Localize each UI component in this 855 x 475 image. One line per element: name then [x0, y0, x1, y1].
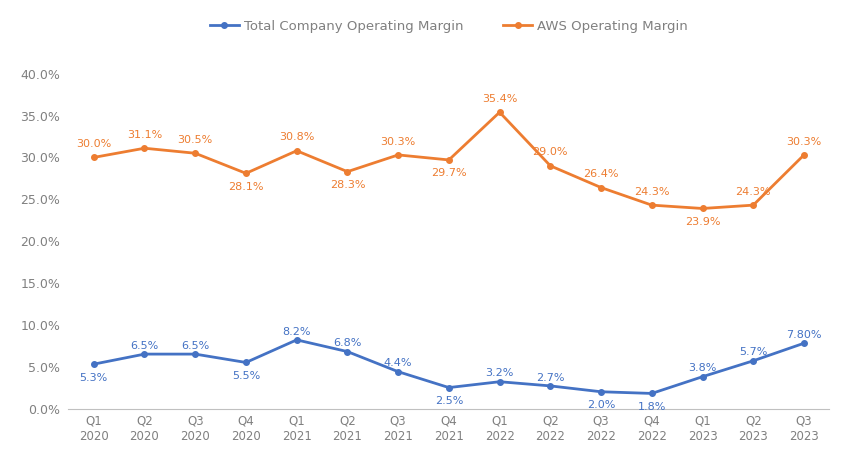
Total Company Operating Margin: [545, 383, 556, 389]
AWS Operating Margin: [748, 202, 758, 208]
Text: 8.2%: 8.2%: [282, 326, 311, 336]
Total Company Operating Margin: [748, 358, 758, 364]
AWS Operating Margin: [596, 185, 606, 190]
Total Company Operating Margin: [241, 360, 251, 365]
AWS Operating Margin: [646, 202, 657, 208]
Total Company Operating Margin: [292, 337, 302, 343]
Text: 1.8%: 1.8%: [638, 402, 666, 412]
Text: 28.1%: 28.1%: [228, 182, 263, 192]
Line: Total Company Operating Margin: Total Company Operating Margin: [91, 337, 807, 396]
AWS Operating Margin: [494, 109, 504, 115]
Text: 6.8%: 6.8%: [333, 338, 362, 348]
Text: 26.4%: 26.4%: [583, 169, 619, 179]
Text: 30.3%: 30.3%: [380, 136, 416, 146]
Text: 3.8%: 3.8%: [688, 363, 716, 373]
Text: 2.0%: 2.0%: [587, 400, 616, 410]
Text: 5.3%: 5.3%: [80, 372, 108, 382]
AWS Operating Margin: [545, 163, 556, 169]
AWS Operating Margin: [342, 169, 352, 174]
Text: 29.0%: 29.0%: [533, 147, 568, 157]
Text: 5.7%: 5.7%: [739, 347, 768, 357]
Text: 30.3%: 30.3%: [787, 136, 822, 146]
Total Company Operating Margin: [698, 374, 708, 380]
Text: 6.5%: 6.5%: [130, 341, 159, 351]
Text: 4.4%: 4.4%: [384, 358, 412, 368]
Text: 24.3%: 24.3%: [735, 187, 771, 197]
Total Company Operating Margin: [190, 351, 200, 357]
AWS Operating Margin: [139, 145, 150, 151]
Total Company Operating Margin: [89, 361, 99, 367]
AWS Operating Margin: [292, 148, 302, 153]
Total Company Operating Margin: [646, 390, 657, 396]
Text: 28.3%: 28.3%: [330, 180, 365, 190]
AWS Operating Margin: [393, 152, 404, 158]
Text: 31.1%: 31.1%: [127, 130, 162, 140]
AWS Operating Margin: [799, 152, 809, 158]
Legend: Total Company Operating Margin, AWS Operating Margin: Total Company Operating Margin, AWS Oper…: [204, 14, 693, 38]
Text: 2.7%: 2.7%: [536, 372, 564, 382]
AWS Operating Margin: [190, 151, 200, 156]
Text: 2.5%: 2.5%: [434, 396, 463, 406]
Text: 30.8%: 30.8%: [279, 133, 315, 142]
AWS Operating Margin: [444, 157, 454, 163]
Text: 5.5%: 5.5%: [232, 371, 260, 381]
AWS Operating Margin: [89, 154, 99, 160]
Line: AWS Operating Margin: AWS Operating Margin: [91, 109, 807, 211]
Total Company Operating Margin: [596, 389, 606, 395]
Text: 30.5%: 30.5%: [178, 135, 213, 145]
Text: 7.80%: 7.80%: [787, 330, 822, 340]
Text: 29.7%: 29.7%: [431, 168, 467, 178]
Text: 23.9%: 23.9%: [685, 217, 720, 227]
Total Company Operating Margin: [494, 379, 504, 385]
Total Company Operating Margin: [799, 341, 809, 346]
Text: 35.4%: 35.4%: [482, 94, 517, 104]
AWS Operating Margin: [241, 171, 251, 176]
AWS Operating Margin: [698, 206, 708, 211]
Text: 6.5%: 6.5%: [181, 341, 209, 351]
Text: 30.0%: 30.0%: [76, 139, 111, 149]
Text: 24.3%: 24.3%: [634, 187, 669, 197]
Total Company Operating Margin: [444, 385, 454, 390]
Total Company Operating Margin: [393, 369, 404, 374]
Text: 3.2%: 3.2%: [486, 368, 514, 379]
Total Company Operating Margin: [139, 351, 150, 357]
Total Company Operating Margin: [342, 349, 352, 354]
